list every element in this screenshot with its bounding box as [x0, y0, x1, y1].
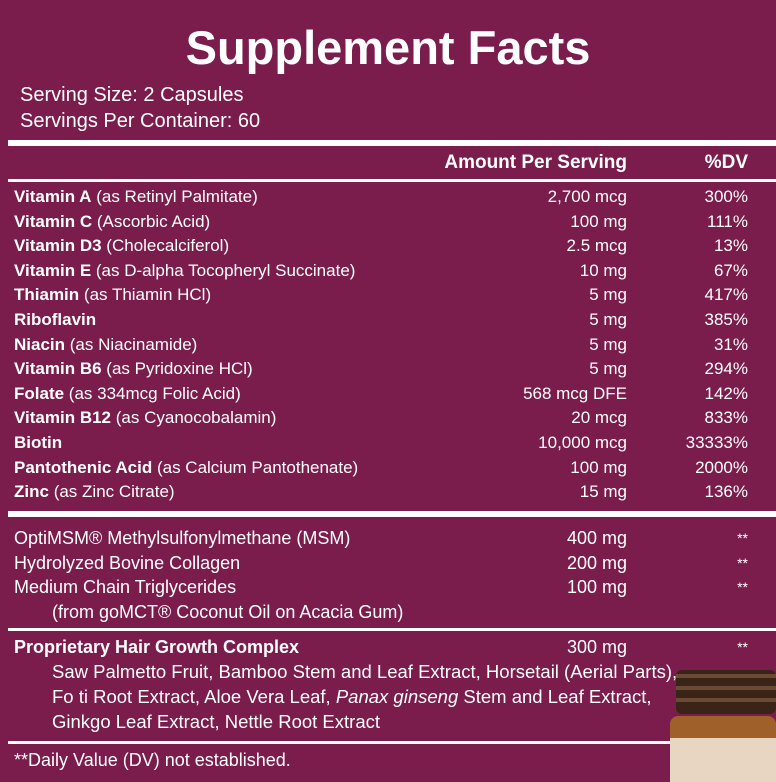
amount: 300 mg — [566, 637, 627, 657]
daily-value: 111% — [707, 211, 748, 231]
name: Biotin — [14, 433, 63, 452]
name: Vitamin C — [14, 211, 93, 231]
nutrient-name: Vitamin C (Ascorbic Acid) — [14, 210, 210, 234]
amount: 200 mg — [566, 552, 627, 573]
serving-size: Serving Size: 2 Capsules — [20, 84, 244, 106]
detail: (as Calcium Pantothenate) — [156, 457, 359, 477]
daily-value: ** — [737, 530, 748, 546]
blend-name: Proprietary Hair Growth Complex — [14, 637, 300, 657]
title: Supplement Facts — [185, 21, 591, 74]
daily-value: 833% — [704, 408, 748, 428]
servings-per-container: Servings Per Container: 60 — [20, 110, 261, 132]
divider — [8, 179, 776, 182]
nutrient-name: Folate (as 334mcg Folic Acid) — [14, 382, 241, 406]
name: Vitamin B6 — [14, 359, 102, 379]
ingredient-note: (from goMCT® Coconut Oil on Acacia Gum) — [52, 601, 404, 622]
divider — [8, 140, 776, 146]
name: Zinc — [14, 482, 49, 502]
divider — [8, 741, 776, 744]
daily-value: 417% — [704, 285, 748, 305]
detail: (Ascorbic Acid) — [96, 211, 211, 231]
amount: 100 mg — [570, 211, 627, 231]
nutrient-name: Vitamin A (as Retinyl Palmitate) — [14, 185, 258, 209]
name: Vitamin E — [14, 260, 92, 280]
daily-value: ** — [737, 639, 748, 655]
ingredient-text: Panax ginseng — [335, 686, 459, 707]
detail: (as Retinyl Palmitate) — [96, 187, 258, 206]
amount: 15 mg — [579, 482, 627, 502]
nutrient-name: Vitamin D3 (Cholecalciferol) — [14, 234, 229, 258]
nutrient-name: Pantothenic Acid (as Calcium Pantothenat… — [14, 456, 358, 480]
ingredient-text: Saw Palmetto Fruit, Bamboo Stem and Leaf… — [52, 661, 678, 707]
name: Folate — [14, 383, 65, 403]
daily-value: 300% — [704, 187, 748, 206]
ingredient-text: Stem and Leaf Extract, Ginkgo Leaf Extra… — [52, 686, 652, 732]
amount: 100 mg — [570, 457, 627, 477]
name: Niacin — [14, 334, 66, 354]
amount: 5 mg — [589, 310, 627, 329]
amount: 2,700 mcg — [547, 187, 627, 206]
amount: 5 mg — [589, 359, 627, 379]
name: Vitamin B12 — [14, 408, 112, 428]
footnote: **Daily Value (DV) not established. — [14, 750, 291, 770]
detail: (as Thiamin HCl) — [83, 285, 212, 305]
name: Vitamin A — [14, 187, 92, 206]
nutrient-name: Vitamin E (as D-alpha Tocopheryl Succina… — [14, 259, 355, 283]
amount: 568 mcg DFE — [523, 383, 627, 403]
name: Riboflavin — [14, 310, 97, 329]
amount: 10,000 mcg — [538, 433, 627, 452]
amount: 10 mg — [579, 260, 627, 280]
nutrient-name: Vitamin B12 (as Cyanocobalamin) — [14, 406, 276, 430]
dv-header: %DV — [704, 152, 748, 173]
name: Thiamin — [14, 285, 80, 305]
amount: 100 mg — [566, 577, 627, 597]
name: Pantothenic Acid — [14, 457, 153, 477]
daily-value: 31% — [713, 334, 748, 354]
amount: 5 mg — [589, 334, 627, 354]
ingredient-name: Medium Chain Triglycerides — [14, 577, 237, 597]
amount: 400 mg — [566, 528, 627, 548]
detail: (as D-alpha Tocopheryl Succinate) — [95, 260, 356, 280]
amount: 20 mcg — [571, 408, 627, 428]
detail: (as 334mcg Folic Acid) — [68, 383, 241, 403]
daily-value: 385% — [704, 310, 748, 329]
amount-header: Amount Per Serving — [444, 152, 627, 173]
ingredient-name: OptiMSM® Methylsulfonylmethane (MSM) — [14, 528, 351, 548]
daily-value: 33333% — [685, 433, 748, 452]
divider — [8, 628, 776, 631]
daily-value: ** — [737, 579, 748, 595]
daily-value: 13% — [713, 236, 748, 256]
detail: (as Niacinamide) — [69, 334, 198, 354]
daily-value: 136% — [704, 482, 748, 502]
name: Vitamin D3 — [14, 236, 102, 256]
amount: 5 mg — [589, 285, 627, 305]
nutrient-name: Riboflavin — [14, 308, 96, 332]
daily-value: 2000% — [695, 457, 748, 477]
nutrient-name: Thiamin (as Thiamin HCl) — [14, 283, 211, 307]
detail: (Cholecalciferol) — [106, 236, 230, 256]
ingredient-name: Hydrolyzed Bovine Collagen — [14, 552, 241, 573]
nutrient-name: Vitamin B6 (as Pyridoxine HCl) — [14, 357, 253, 381]
blend-ingredients: Saw Palmetto Fruit, Bamboo Stem and Leaf… — [52, 659, 692, 734]
daily-value: ** — [737, 554, 748, 571]
daily-value: 294% — [704, 359, 748, 379]
divider — [8, 511, 776, 517]
detail: (as Pyridoxine HCl) — [106, 359, 253, 379]
detail: (as Cyanocobalamin) — [115, 408, 277, 428]
daily-value: 67% — [713, 260, 748, 280]
nutrient-name: Biotin — [14, 431, 62, 455]
detail: (as Zinc Citrate) — [53, 482, 175, 502]
bottle-image — [670, 670, 776, 782]
daily-value: 142% — [704, 383, 748, 403]
nutrient-name: Niacin (as Niacinamide) — [14, 333, 197, 357]
amount: 2.5 mcg — [566, 236, 627, 256]
nutrient-name: Zinc (as Zinc Citrate) — [14, 480, 175, 504]
